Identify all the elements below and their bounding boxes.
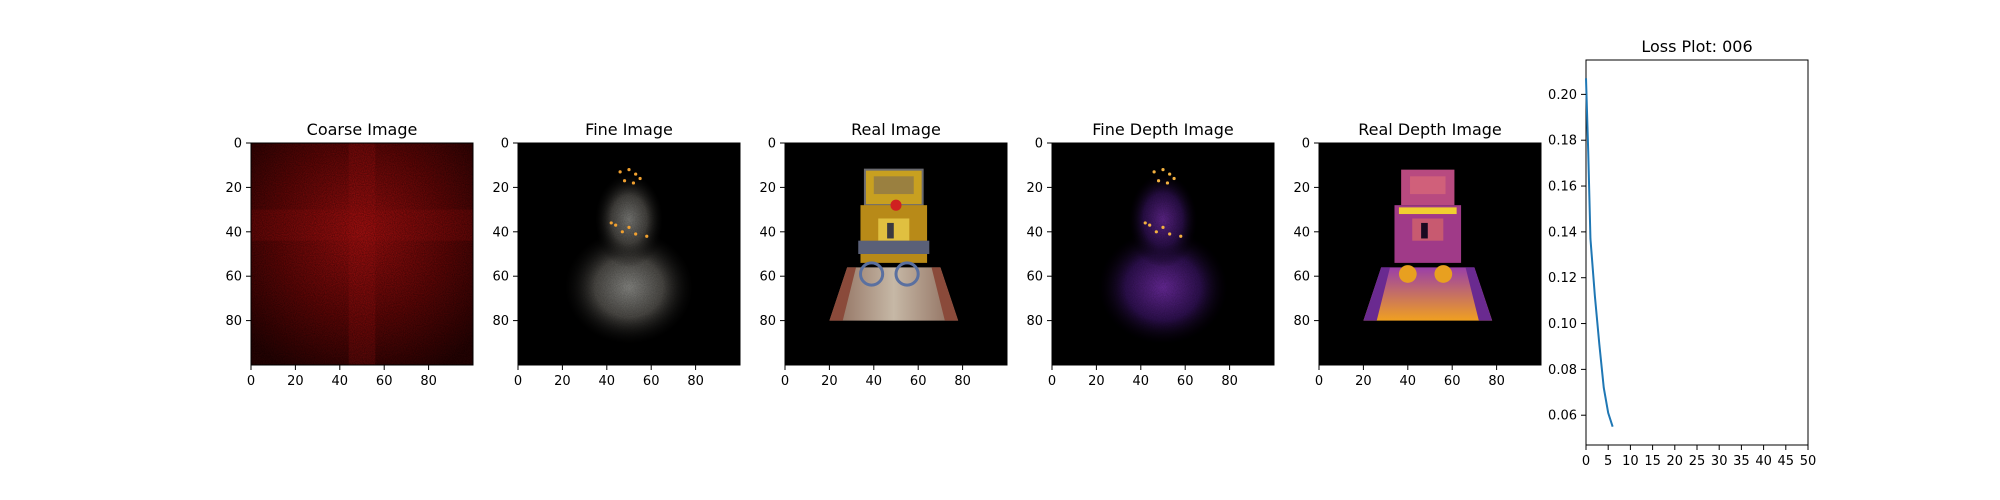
loss-y-tick-label: 0.12 bbox=[1548, 271, 1577, 286]
image-content bbox=[829, 168, 959, 321]
x-tick-label: 80 bbox=[1221, 374, 1238, 389]
y-tick-label: 80 bbox=[1293, 314, 1310, 329]
panel-title: Coarse Image bbox=[307, 120, 418, 139]
x-tick-label: 40 bbox=[332, 374, 349, 389]
y-tick-label: 40 bbox=[225, 225, 242, 240]
x-tick-label: 60 bbox=[376, 374, 393, 389]
loss-x-tick-label: 35 bbox=[1733, 454, 1750, 469]
loss-x-tick-label: 5 bbox=[1604, 454, 1612, 469]
x-tick-label: 80 bbox=[420, 374, 437, 389]
y-tick-label: 0 bbox=[768, 137, 776, 152]
y-tick-label: 0 bbox=[501, 137, 509, 152]
x-tick-label: 80 bbox=[1488, 374, 1505, 389]
y-tick-label: 80 bbox=[1026, 314, 1043, 329]
image-content bbox=[1052, 143, 1274, 365]
panel-title: Real Image bbox=[851, 120, 941, 139]
y-tick-label: 20 bbox=[1026, 181, 1043, 196]
x-tick-label: 40 bbox=[599, 374, 616, 389]
y-tick-label: 0 bbox=[1302, 137, 1310, 152]
y-tick-label: 40 bbox=[1293, 225, 1310, 240]
y-tick-label: 20 bbox=[492, 181, 509, 196]
x-tick-label: 0 bbox=[781, 374, 789, 389]
loss-x-tick-label: 40 bbox=[1755, 454, 1772, 469]
panel-fine-depth: 0 0 20 20 40 40 60 60 80 80 Fine Depth Image bbox=[1026, 120, 1275, 389]
y-tick-label: 20 bbox=[225, 181, 242, 196]
axes-frame bbox=[517, 142, 741, 366]
loss-x-tick-label: 25 bbox=[1689, 454, 1706, 469]
x-tick-label: 20 bbox=[1088, 374, 1105, 389]
panel-fine: 0 0 20 20 40 40 60 60 80 80 Fine Image bbox=[492, 120, 741, 389]
loss-y-tick-label: 0.16 bbox=[1548, 180, 1577, 195]
x-tick-label: 60 bbox=[643, 374, 660, 389]
y-tick-label: 0 bbox=[1035, 137, 1043, 152]
loss-series-line bbox=[1585, 78, 1614, 427]
x-tick-label: 20 bbox=[287, 374, 304, 389]
panel-title: Real Depth Image bbox=[1358, 120, 1502, 139]
axes-frame bbox=[250, 142, 474, 366]
loss-x-tick-label: 50 bbox=[1800, 454, 1817, 469]
loss-x-tick-label: 15 bbox=[1644, 454, 1661, 469]
y-tick-label: 60 bbox=[225, 270, 242, 285]
x-tick-label: 0 bbox=[247, 374, 255, 389]
loss-y-tick-label: 0.18 bbox=[1548, 134, 1577, 149]
loss-x-tick-label: 45 bbox=[1778, 454, 1795, 469]
y-tick-label: 20 bbox=[759, 181, 776, 196]
y-tick-label: 80 bbox=[225, 314, 242, 329]
panel-title: Fine Image bbox=[585, 120, 673, 139]
axes-frame bbox=[784, 142, 1008, 366]
y-tick-label: 80 bbox=[759, 314, 776, 329]
x-tick-label: 40 bbox=[866, 374, 883, 389]
x-tick-label: 80 bbox=[687, 374, 704, 389]
y-tick-label: 20 bbox=[1293, 181, 1310, 196]
y-tick-label: 40 bbox=[1026, 225, 1043, 240]
loss-plot: 0 5 10 15 20 25 30 35 40 45 50 0.06 0.08 0.10 0.12 0.14… bbox=[1548, 37, 1816, 469]
y-tick-label: 60 bbox=[1026, 270, 1043, 285]
loss-axes-frame bbox=[1585, 59, 1809, 446]
y-tick-label: 60 bbox=[492, 270, 509, 285]
panel-real: 0 0 20 20 40 40 60 60 80 80 Real Image bbox=[759, 120, 1008, 389]
panel-title: Fine Depth Image bbox=[1092, 120, 1233, 139]
y-tick-label: 40 bbox=[759, 225, 776, 240]
x-tick-label: 20 bbox=[821, 374, 838, 389]
loss-y-tick-label: 0.20 bbox=[1548, 88, 1577, 103]
x-tick-label: 40 bbox=[1400, 374, 1417, 389]
x-tick-label: 80 bbox=[954, 374, 971, 389]
loss-x-tick-label: 10 bbox=[1622, 454, 1639, 469]
axes-frame bbox=[1318, 142, 1542, 366]
y-tick-label: 40 bbox=[492, 225, 509, 240]
x-tick-label: 60 bbox=[1177, 374, 1194, 389]
x-tick-label: 20 bbox=[1355, 374, 1372, 389]
loss-y-tick-label: 0.08 bbox=[1548, 363, 1577, 378]
image-content bbox=[1363, 169, 1493, 321]
loss-plot-title: Loss Plot: 006 bbox=[1641, 37, 1752, 56]
y-tick-label: 0 bbox=[234, 137, 242, 152]
x-tick-label: 60 bbox=[1444, 374, 1461, 389]
x-tick-label: 0 bbox=[1048, 374, 1056, 389]
y-tick-label: 60 bbox=[759, 270, 776, 285]
image-content bbox=[518, 143, 740, 365]
x-tick-label: 60 bbox=[910, 374, 927, 389]
panel-coarse: 0 0 20 20 40 40 60 60 80 80 Coarse Image bbox=[225, 120, 474, 389]
loss-y-tick-label: 0.14 bbox=[1548, 225, 1577, 240]
axes-frame bbox=[1051, 142, 1275, 366]
loss-x-tick-label: 30 bbox=[1711, 454, 1728, 469]
x-tick-label: 0 bbox=[1315, 374, 1323, 389]
loss-y-tick-label: 0.10 bbox=[1548, 317, 1577, 332]
loss-x-tick-label: 0 bbox=[1582, 454, 1590, 469]
y-tick-label: 60 bbox=[1293, 270, 1310, 285]
x-tick-label: 0 bbox=[514, 374, 522, 389]
x-tick-label: 40 bbox=[1133, 374, 1150, 389]
loss-x-tick-label: 20 bbox=[1667, 454, 1684, 469]
panel-real-depth: 0 0 20 20 40 40 60 60 80 80 Real Depth Image bbox=[1293, 120, 1542, 389]
y-tick-label: 80 bbox=[492, 314, 509, 329]
loss-y-tick-label: 0.06 bbox=[1548, 409, 1577, 424]
x-tick-label: 20 bbox=[554, 374, 571, 389]
image-content bbox=[251, 143, 473, 365]
